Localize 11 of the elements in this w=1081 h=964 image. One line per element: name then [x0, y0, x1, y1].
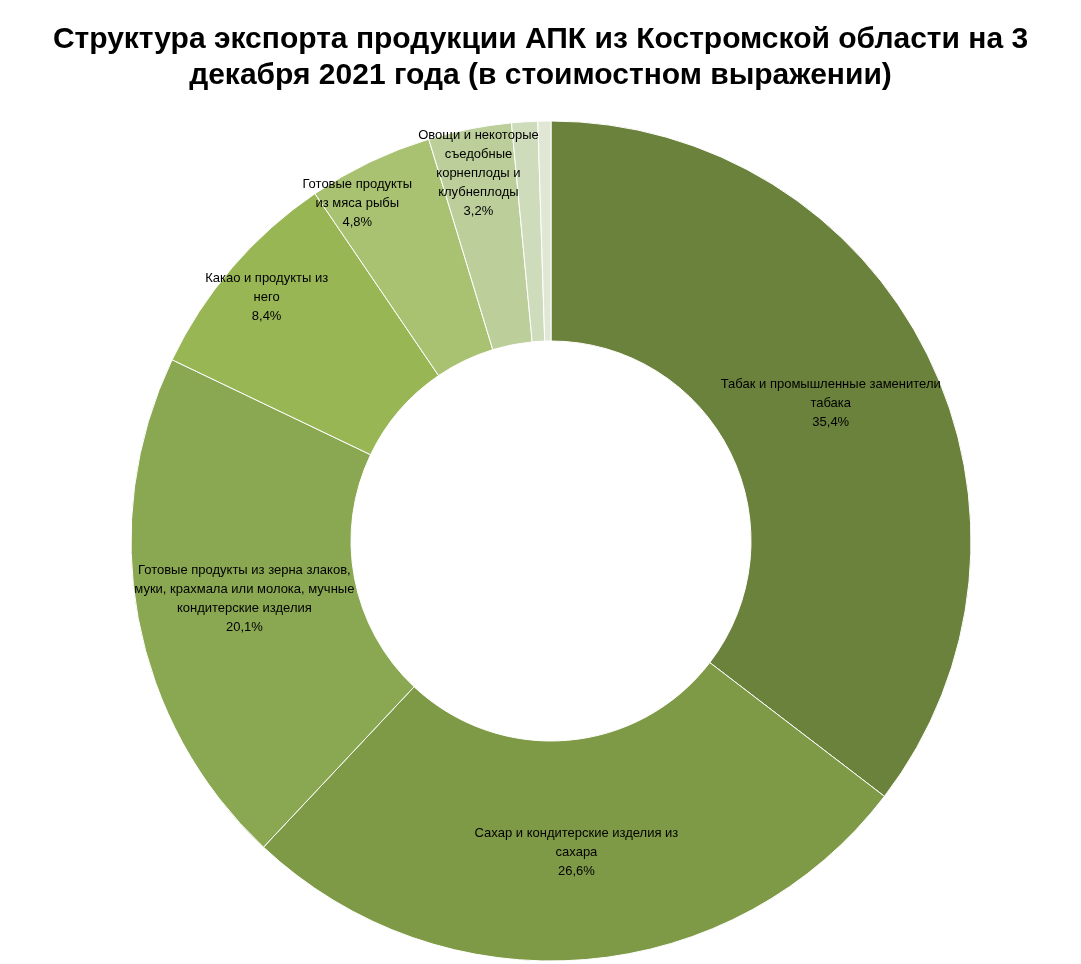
data-label: 35,4%	[812, 413, 850, 429]
slice-label: Сахар и кондитерские изделия из сахара	[474, 824, 679, 859]
slice-label: Овощи и некоторые съедобные корнеплоды и клубнеплоды	[418, 127, 539, 200]
data-label: 20,1%	[225, 619, 264, 634]
data-label: 8,4%	[251, 307, 282, 323]
data-label: 4,8%	[342, 213, 373, 229]
data-label: 3,2%	[463, 203, 494, 219]
slice-label: Табак и промышленные заменители табака	[720, 375, 941, 410]
chart-title: Структура экспорта продукции АПК из Костромской области на 3 декабря 2021 года (в стоимостном выражении)	[52, 21, 1029, 90]
data-label: 26,6%	[558, 862, 596, 878]
slice-label: Готовые продукты из зерна злаков, муки, крахмала или молока, мучные кондитерские изделия	[134, 562, 355, 615]
